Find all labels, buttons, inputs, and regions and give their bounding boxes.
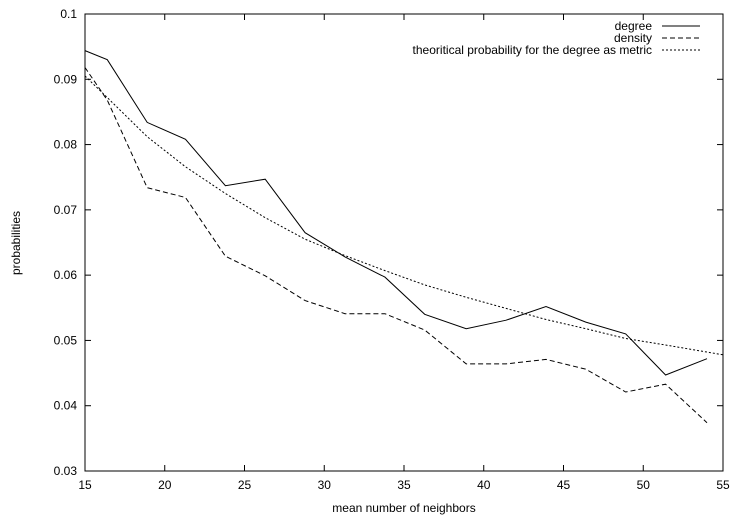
x-tick-label: 15 [78,478,92,492]
y-tick-label: 0.04 [54,399,78,413]
x-axis-label: mean number of neighbors [332,501,475,515]
legend-label: degree [615,19,653,33]
y-axis-label: probabilities [9,211,23,275]
x-tick-label: 30 [318,478,332,492]
series-layer [84,50,724,424]
y-tick-label: 0.03 [54,464,78,478]
y-tick-label: 0.07 [54,203,78,217]
plot-frame [84,13,724,472]
series-line-solid [84,50,708,376]
legend-label: theoritical probability for the degree a… [413,43,652,57]
y-tick-label: 0.08 [54,138,78,152]
x-tick-label: 20 [158,478,172,492]
x-tick-label: 35 [397,478,411,492]
x-tick-label: 40 [477,478,491,492]
series-line-dotted [84,75,724,356]
series-line-dashed [84,67,708,424]
ticks-layer: 15 20 25 30 35 40 45 50 55 0.03 0.04 0.05 0.06 0.07 0.… [54,7,730,492]
x-tick-label: 45 [557,478,571,492]
axes-layer [84,13,724,472]
x-tick-label: 25 [238,478,252,492]
y-tick-label: 0.09 [54,72,78,86]
x-tick-label: 50 [637,478,651,492]
y-tick-label: 0.1 [60,7,77,21]
x-tick-label: 55 [716,478,730,492]
y-tick-label: 0.05 [54,333,78,347]
y-tick-label: 0.06 [54,268,78,282]
legend-label: density [614,31,652,45]
